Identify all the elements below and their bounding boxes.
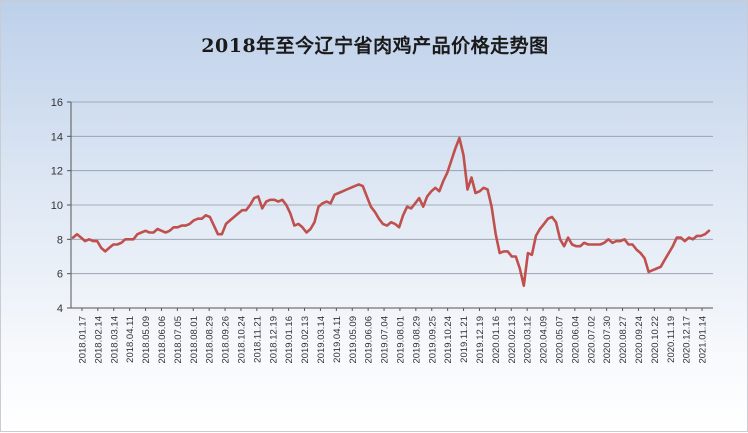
x-tick-label: 2018.08.29 xyxy=(205,316,216,364)
x-tick-label: 2018.02.14 xyxy=(93,316,104,364)
x-tick-label: 2020.07.30 xyxy=(602,316,613,364)
x-tick-label: 2020.11.19 xyxy=(666,316,677,363)
x-tick-label: 2019.12.19 xyxy=(475,316,486,364)
x-tick-label: 2019.04.11 xyxy=(332,316,343,363)
x-tick-label: 2018.03.14 xyxy=(109,316,120,364)
x-tick-label: 2020.05.07 xyxy=(554,316,565,364)
x-tick-label: 2020.07.02 xyxy=(586,316,597,364)
x-tick-label: 2019.02.13 xyxy=(300,316,311,364)
x-tick-label: 2019.08.29 xyxy=(411,316,422,364)
y-tick-label: 14 xyxy=(51,131,63,143)
x-tick-label: 2018.04.11 xyxy=(125,316,136,363)
x-tick-label: 2020.12.17 xyxy=(682,316,693,364)
x-tick-label: 2020.04.09 xyxy=(539,316,550,364)
x-tick-label: 2019.01.16 xyxy=(284,316,295,364)
x-tick-label: 2019.05.09 xyxy=(348,316,359,364)
chart-title: 2018年至今辽宁省肉鸡产品价格走势图 xyxy=(201,35,549,57)
x-tick-label: 2018.09.26 xyxy=(221,316,232,364)
x-tick-label: 2018.07.05 xyxy=(173,316,184,364)
x-tick-label: 2018.06.06 xyxy=(157,316,168,364)
x-tick-label: 2020.06.04 xyxy=(570,316,581,364)
y-tick-label: 8 xyxy=(57,234,63,246)
x-tick-label: 2021.01.14 xyxy=(698,316,709,364)
x-tick-label: 2019.06.06 xyxy=(364,316,375,364)
x-tick-label: 2018.10.24 xyxy=(236,316,247,364)
x-tick-label: 2019.07.04 xyxy=(380,316,391,364)
y-tick-label: 16 xyxy=(51,97,63,109)
x-tick-label: 2018.05.09 xyxy=(141,316,152,364)
x-tick-label: 2019.10.24 xyxy=(443,316,454,364)
x-tick-label: 2018.01.17 xyxy=(77,316,88,364)
x-tick-label: 2018.11.21 xyxy=(252,316,263,363)
x-tick-label: 2019.03.14 xyxy=(316,316,327,364)
x-tick-label: 2020.09.24 xyxy=(634,316,645,364)
y-tick-label: 10 xyxy=(51,200,63,212)
x-tick-label: 2020.03.12 xyxy=(523,316,534,364)
y-tick-label: 6 xyxy=(57,269,63,281)
x-tick-label: 2019.09.25 xyxy=(427,316,438,364)
x-tick-label: 2020.02.13 xyxy=(507,316,518,364)
x-tick-label: 2018.12.19 xyxy=(268,316,279,364)
series-line-0 xyxy=(71,136,711,288)
x-tick-label: 2020.08.27 xyxy=(618,316,629,364)
x-tick-label: 2020.10.22 xyxy=(650,316,661,364)
x-tick-label: 2019.08.01 xyxy=(395,316,406,364)
y-tick-label: 12 xyxy=(51,166,63,178)
x-tick-label: 2020.01.16 xyxy=(491,316,502,364)
x-tick-label: 2018.08.01 xyxy=(189,316,200,364)
x-tick-label: 2019.11.21 xyxy=(459,316,470,363)
y-tick-label: 4 xyxy=(57,303,63,315)
